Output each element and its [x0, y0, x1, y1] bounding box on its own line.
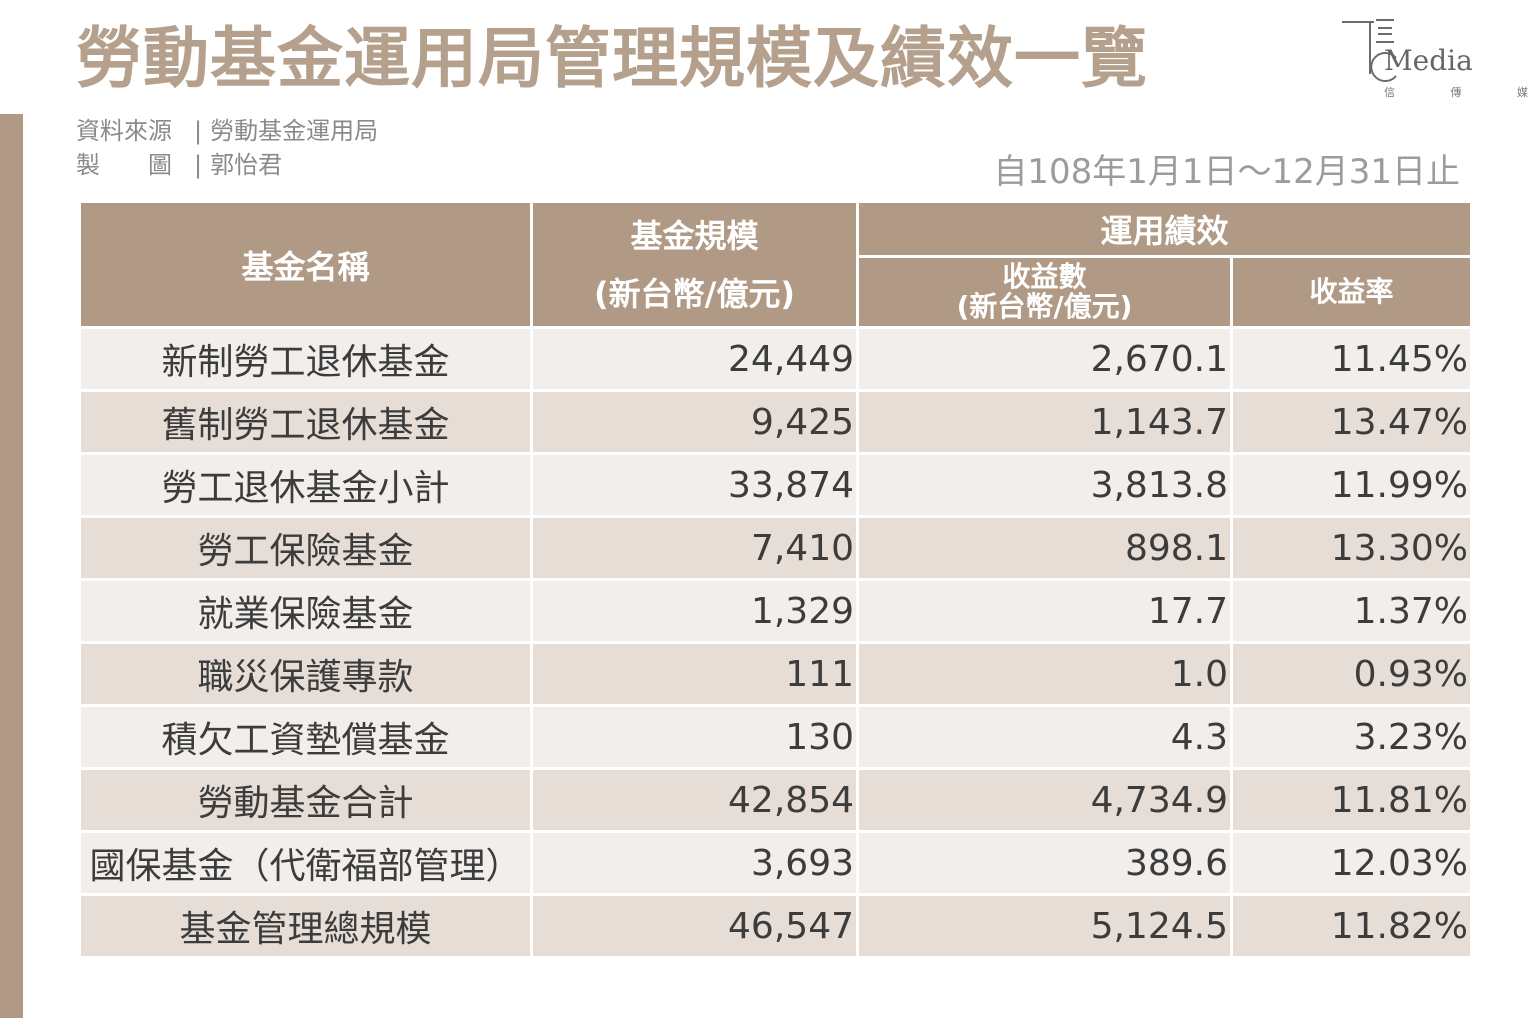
- fund-size-cell: 130: [530, 704, 859, 770]
- credits: 資料來源 | 勞動基金運用局 製 圖 | 郭怡君: [76, 114, 378, 182]
- fund-name-cell: 職災保護專款: [78, 641, 533, 707]
- rate-cell: 13.30%: [1229, 515, 1474, 581]
- table-row: 新制勞工退休基金 24,449 2,670.1 11.45%: [78, 326, 1474, 392]
- table-row: 勞工退休基金小計 33,874 3,813.8 11.99%: [78, 452, 1474, 518]
- table-row: 基金管理總規模 46,547 5,124.5 11.82%: [78, 893, 1474, 959]
- header-fund-name: 基金名稱: [78, 200, 533, 329]
- maker-value: 郭怡君: [210, 151, 283, 179]
- income-cell: 898.1: [856, 515, 1233, 581]
- income-cell: 4,734.9: [856, 767, 1233, 833]
- table-row: 勞工保險基金 7,410 898.1 13.30%: [78, 515, 1474, 581]
- rate-cell: 3.23%: [1229, 704, 1474, 770]
- income-cell: 389.6: [856, 830, 1233, 896]
- header-performance: 運用績效: [855, 200, 1474, 258]
- rate-cell: 11.45%: [1229, 326, 1474, 392]
- table-body: 新制勞工退休基金 24,449 2,670.1 11.45% 舊制勞工退休基金 9,425…: [78, 326, 1474, 959]
- header-fund-size-line1: 基金規模: [630, 216, 759, 255]
- table-row: 勞動基金合計 42,854 4,734.9 11.81%: [78, 767, 1474, 833]
- table-header: 基金名稱 基金規模 (新台幣/億元) 運用績效 收益數 (新台幣/億元) 收益率: [78, 200, 1474, 329]
- header-income-line2: (新台幣/億元): [956, 290, 1133, 323]
- table-row: 舊制勞工退休基金 9,425 1,143.7 13.47%: [78, 389, 1474, 455]
- fund-name-cell: 勞工保險基金: [78, 515, 533, 581]
- fund-size-cell: 42,854: [530, 767, 859, 833]
- rate-cell: 13.47%: [1229, 389, 1474, 455]
- source-value: 勞動基金運用局: [210, 117, 379, 145]
- rate-cell: 1.37%: [1229, 578, 1474, 644]
- table-row: 就業保險基金 1,329 17.7 1.37%: [78, 578, 1474, 644]
- table-row: 職災保護專款 111 1.0 0.93%: [78, 641, 1474, 707]
- logo-word: Media: [1384, 44, 1473, 77]
- income-cell: 1,143.7: [856, 389, 1233, 455]
- fund-name-cell: 舊制勞工退休基金: [78, 389, 533, 455]
- maker-label: 製 圖: [76, 151, 172, 179]
- table-row: 國保基金（代衛福部管理） 3,693 389.6 12.03%: [78, 830, 1474, 896]
- source-label: 資料來源: [76, 117, 172, 145]
- income-cell: 1.0: [856, 641, 1233, 707]
- fund-size-cell: 24,449: [530, 326, 859, 392]
- fund-name-cell: 就業保險基金: [78, 578, 533, 644]
- fund-size-cell: 1,329: [530, 578, 859, 644]
- income-cell: 5,124.5: [856, 893, 1233, 959]
- header-rate: 收益率: [1229, 255, 1474, 329]
- rate-cell: 12.03%: [1229, 830, 1474, 896]
- fund-name-cell: 新制勞工退休基金: [78, 326, 533, 392]
- maker-row: 製 圖 | 郭怡君: [76, 148, 378, 182]
- logo-mark-icon: [1342, 19, 1397, 82]
- fund-name-cell: 國保基金（代衛福部管理）: [78, 830, 533, 896]
- header-fund-size-line2: (新台幣/億元): [594, 274, 795, 313]
- fund-size-cell: 3,693: [530, 830, 859, 896]
- header-income: 收益數 (新台幣/億元): [856, 255, 1233, 329]
- fund-name-cell: 勞工退休基金小計: [78, 452, 533, 518]
- left-accent-bar: [0, 114, 23, 1018]
- rate-cell: 11.99%: [1229, 452, 1474, 518]
- fund-size-cell: 33,874: [530, 452, 859, 518]
- fund-name-cell: 勞動基金合計: [78, 767, 533, 833]
- rate-cell: 11.81%: [1229, 767, 1474, 833]
- income-cell: 4.3: [856, 704, 1233, 770]
- page-title: 勞動基金運用局管理規模及績效一覽: [76, 20, 1148, 97]
- fund-name-cell: 積欠工資墊償基金: [78, 704, 533, 770]
- period-text: 自108年1月1日～12月31日止: [993, 152, 1460, 192]
- header-fund-size: 基金規模 (新台幣/億元): [530, 200, 859, 329]
- income-cell: 3,813.8: [856, 452, 1233, 518]
- rate-cell: 11.82%: [1229, 893, 1474, 959]
- table-row: 積欠工資墊償基金 130 4.3 3.23%: [78, 704, 1474, 770]
- income-cell: 2,670.1: [856, 326, 1233, 392]
- fund-name-cell: 基金管理總規模: [78, 893, 533, 959]
- fund-size-cell: 46,547: [530, 893, 859, 959]
- fund-table: 基金名稱 基金規模 (新台幣/億元) 運用績效 收益數 (新台幣/億元) 收益率…: [78, 200, 1474, 959]
- rate-cell: 0.93%: [1229, 641, 1474, 707]
- source-row: 資料來源 | 勞動基金運用局: [76, 114, 378, 148]
- header-income-line1: 收益數: [1002, 260, 1087, 293]
- fund-size-cell: 111: [530, 641, 859, 707]
- fund-size-cell: 7,410: [530, 515, 859, 581]
- fund-size-cell: 9,425: [530, 389, 859, 455]
- income-cell: 17.7: [856, 578, 1233, 644]
- logo-subtitle: 信 傳 媒: [1384, 86, 1528, 99]
- cm-media-logo: Media 信 傳 媒: [1340, 14, 1528, 104]
